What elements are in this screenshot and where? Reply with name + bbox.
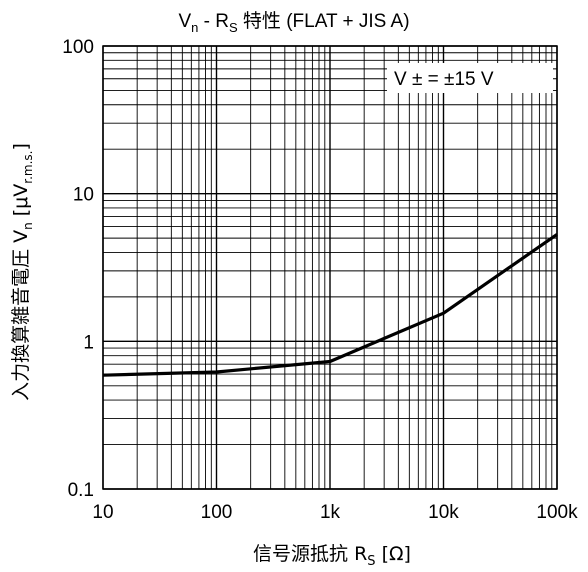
series-layer [102,233,558,377]
x-axis-label: 信号源抵抗 RS [Ω] [253,543,411,569]
x-tick-label: 100 [201,502,233,523]
x-tick-label: 10k [428,502,459,523]
annotation-text: V ± = ±15 V [394,69,494,90]
annotation-box [387,63,553,93]
plot-frame [102,45,558,490]
y-tick-label: 100 [62,37,94,58]
series-line [102,233,558,377]
y-axis-label: 入力換算雑音電圧 Vn [μVr.m.s.] [10,143,35,401]
x-tick-label: 1k [320,502,341,523]
y-tick-label: 0.1 [68,480,94,501]
x-tick-label: 10 [92,502,113,523]
y-tick-labels: 0.1 1 10 100 [62,37,94,501]
grid-minor-lines [103,46,557,489]
chart-title: Vn - RS 特性 (FLAT + JIS A) [178,10,409,35]
y-tick-label: 10 [73,185,94,206]
y-tick-label: 1 [83,332,94,353]
x-tick-labels: 10 100 1k 10k 100k [92,502,578,523]
x-tick-label: 100k [536,502,578,523]
